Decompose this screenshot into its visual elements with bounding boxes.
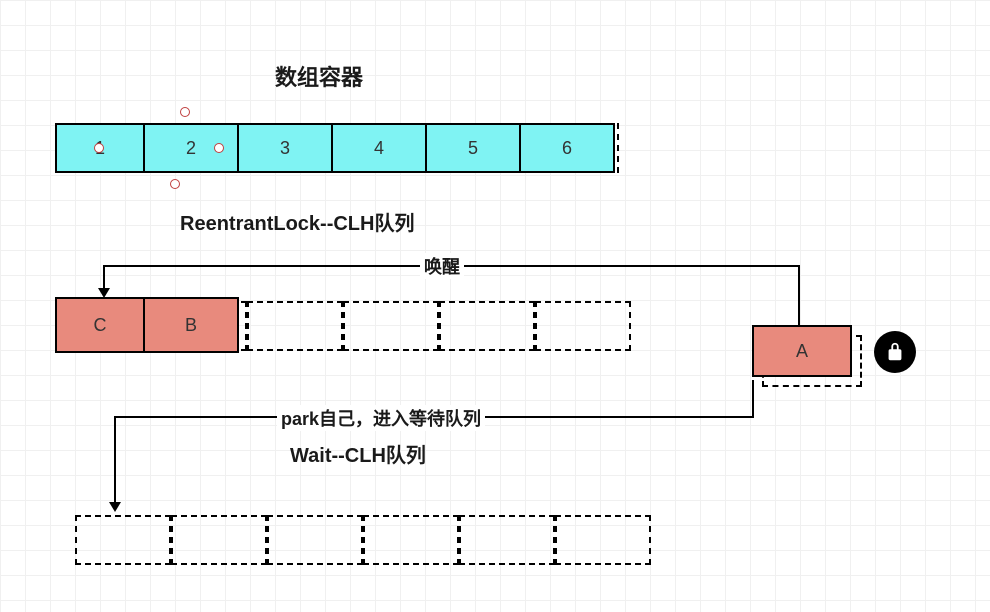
lock-row-slot: [343, 301, 439, 351]
label-wait-q: Wait--CLH队列: [290, 439, 426, 468]
array-cell: 2: [143, 123, 239, 173]
wait-row-slot: [459, 515, 555, 565]
selection-handle: [170, 179, 180, 189]
label-reentrant-q: ReentrantLock--CLH队列: [180, 207, 414, 236]
wait-row-slot: [75, 515, 171, 565]
lock-row-slot: [439, 301, 535, 351]
array-cell: 5: [425, 123, 521, 173]
lock-row-node: B: [143, 297, 239, 353]
wait-row-slot: [171, 515, 267, 565]
selection-handle: [180, 107, 190, 117]
lock-row-slot: [247, 301, 343, 351]
title-array-container: 数组容器: [275, 60, 363, 92]
selection-handle: [214, 143, 224, 153]
wait-row-slot: [363, 515, 459, 565]
a-node: A: [752, 325, 852, 377]
label-wakeup: 唤醒: [420, 253, 464, 279]
array-cell: 6: [519, 123, 615, 173]
wait-row-slot: [555, 515, 651, 565]
lock-icon: [874, 331, 916, 373]
lock-row-node: C: [55, 297, 145, 353]
array-dashed-edge: [613, 123, 619, 173]
wait-row-slot: [267, 515, 363, 565]
array-cell: 4: [331, 123, 427, 173]
lock-row-slot: [535, 301, 631, 351]
label-park-self: park自己，进入等待队列: [277, 405, 485, 431]
array-cell: 3: [237, 123, 333, 173]
selection-handle: [94, 143, 104, 153]
